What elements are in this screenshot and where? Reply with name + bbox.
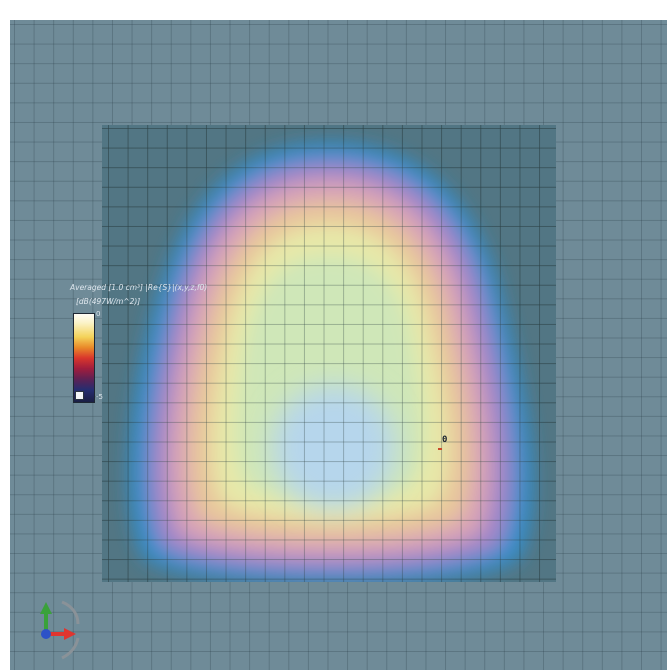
axis-z-arrow: [40, 602, 52, 614]
legend-unit: [dB(497W/m^2)]: [76, 297, 141, 306]
rotate-arrow-bottom-icon: [61, 637, 80, 660]
probe-dot: [438, 448, 442, 450]
axis-triad-icon[interactable]: [32, 598, 84, 660]
legend-min-label: -5: [96, 393, 103, 401]
axis-y-dot: [41, 629, 51, 639]
legend-max-label: 0: [96, 310, 101, 318]
field-peak: [272, 385, 396, 509]
legend-title: Averaged [1.0 cm³] |Re{S}|(x,y,z,f0): [70, 283, 208, 292]
field-heatmap: [129, 143, 533, 582]
field-plane: 0: [102, 125, 556, 582]
probe-marker[interactable]: 0: [442, 435, 448, 445]
rotate-arrow-top-icon: [61, 600, 80, 625]
axis-x-arrow: [64, 628, 76, 640]
color-legend-bar: [73, 313, 95, 403]
legend-bottom-swatch: [75, 391, 84, 400]
3d-viewport[interactable]: 0 Averaged [1.0 cm³] |Re{S}|(x,y,z,f0) […: [10, 20, 667, 670]
